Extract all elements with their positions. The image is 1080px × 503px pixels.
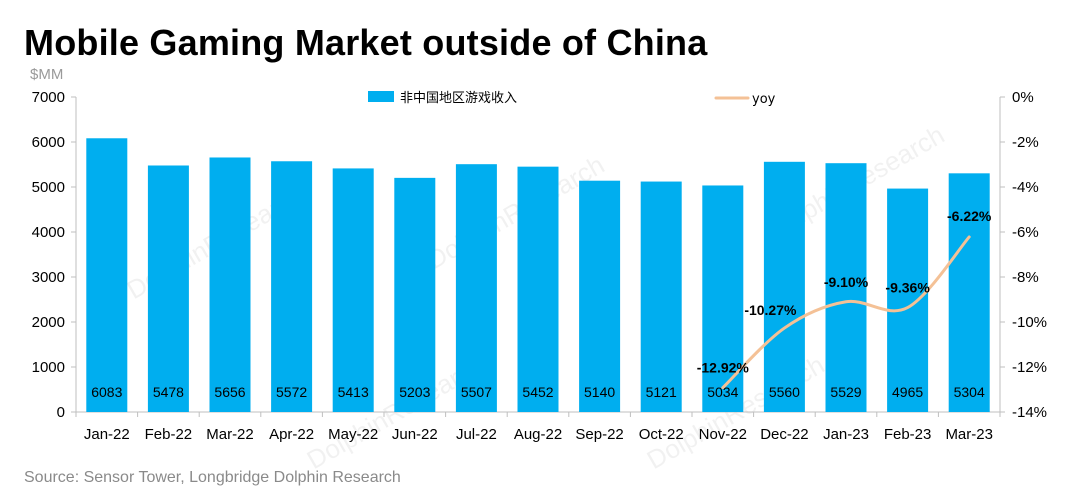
yoy-data-label: -10.27%: [744, 302, 797, 318]
y-left-tick-label: 7000: [32, 89, 65, 106]
bar-sep-22: [579, 180, 621, 412]
bar-aug-22: [517, 166, 559, 412]
yoy-line: [721, 235, 971, 390]
bar-value-label: 5140: [584, 384, 615, 400]
y-right-tick-label: -10%: [1012, 314, 1047, 331]
bar-value-label: 6083: [91, 384, 122, 400]
source-note: Source: Sensor Tower, Longbridge Dolphin…: [24, 469, 401, 486]
x-tick-label: Aug-22: [514, 426, 562, 443]
x-tick-label: Mar-23: [945, 426, 993, 443]
x-tick-label: Jan-22: [84, 426, 130, 443]
x-tick-label: Jun-22: [392, 426, 438, 443]
yoy-data-label: -9.10%: [824, 274, 869, 290]
y-left-tick-label: 0: [57, 404, 65, 421]
bar-value-label: 5304: [954, 384, 985, 400]
x-tick-label: Apr-22: [269, 426, 314, 443]
chart-title: Mobile Gaming Market outside of China: [24, 22, 708, 63]
bar-jan-22: [86, 138, 128, 412]
bar-value-label: 5478: [153, 384, 184, 400]
bar-value-label: 5413: [338, 384, 369, 400]
bar-value-label: 5452: [522, 384, 553, 400]
x-tick-label: Jan-23: [823, 426, 869, 443]
bar-jan-23: [825, 163, 867, 412]
bar-value-label: 5560: [769, 384, 800, 400]
yoy-data-label: -6.22%: [947, 208, 992, 224]
bar-feb-22: [147, 165, 189, 412]
bar-dec-22: [763, 161, 805, 412]
bar-mar-22: [209, 157, 251, 412]
y-left-tick-label: 6000: [32, 134, 65, 151]
y-left-tick-label: 2000: [32, 314, 65, 331]
bar-value-label: 5507: [461, 384, 492, 400]
bar-value-label: 4965: [892, 384, 923, 400]
x-tick-label: May-22: [328, 426, 378, 443]
x-tick-label: Sep-22: [575, 426, 623, 443]
bar-value-label: 5203: [399, 384, 430, 400]
y-right-tick-label: -14%: [1012, 404, 1047, 421]
y-left-tick-label: 3000: [32, 269, 65, 286]
y-left-tick-label: 1000: [32, 359, 65, 376]
y-left-tick-label: 5000: [32, 179, 65, 196]
x-tick-label: Feb-22: [145, 426, 193, 443]
bar-may-22: [332, 168, 374, 412]
y-right-tick-label: -6%: [1012, 224, 1039, 241]
y-right-tick-label: -8%: [1012, 269, 1039, 286]
bar-value-label: 5529: [830, 384, 861, 400]
x-tick-label: Feb-23: [884, 426, 932, 443]
bar-mar-23: [948, 173, 990, 412]
bar-value-label: 5656: [214, 384, 245, 400]
bar-jun-22: [394, 177, 436, 412]
x-tick-label: Jul-22: [456, 426, 497, 443]
y-right-tick-label: -4%: [1012, 179, 1039, 196]
bar-jul-22: [455, 164, 497, 412]
legend-label-bar: 非中国地区游戏收入: [400, 91, 517, 106]
bar-value-label: 5572: [276, 384, 307, 400]
bar-oct-22: [640, 181, 682, 412]
legend-label-yoy: yoy: [752, 92, 776, 107]
bar-value-label: 5034: [707, 384, 738, 400]
bar-nov-22: [702, 185, 744, 412]
bar-value-label: 5121: [646, 384, 677, 400]
x-tick-label: Dec-22: [760, 426, 808, 443]
y-right-tick-label: -12%: [1012, 359, 1047, 376]
bar-apr-22: [271, 161, 313, 412]
x-tick-label: Oct-22: [639, 426, 684, 443]
x-tick-label: Nov-22: [699, 426, 747, 443]
y-right-tick-label: 0%: [1012, 89, 1034, 106]
x-tick-label: Mar-22: [206, 426, 254, 443]
bar-feb-23: [887, 188, 929, 412]
y-axis-unit-label: $MM: [30, 66, 64, 83]
y-right-tick-label: -2%: [1012, 134, 1039, 151]
legend-swatch-bar: [368, 91, 394, 102]
yoy-data-label: -9.36%: [885, 280, 930, 296]
y-left-tick-label: 4000: [32, 224, 65, 241]
yoy-data-label: -12.92%: [697, 360, 750, 376]
